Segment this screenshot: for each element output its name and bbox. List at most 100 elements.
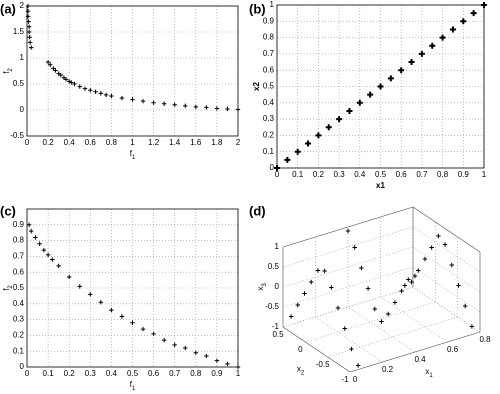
point [109, 93, 114, 99]
y-tick-label: 0.6 [263, 65, 275, 74]
point [449, 26, 456, 33]
point [322, 268, 327, 274]
x-tick-label: 0 [353, 375, 358, 384]
y-tick-label: 0.2 [263, 131, 275, 140]
point [67, 274, 72, 280]
point [336, 116, 343, 123]
y-tick-label: 0.1 [263, 147, 275, 156]
axis-edge [282, 206, 414, 248]
point [402, 283, 408, 288]
point [29, 228, 34, 234]
x-tick-label: 0.9 [211, 369, 223, 378]
point [25, 14, 31, 19]
x-tick-label: 0.5 [127, 369, 139, 378]
point [302, 291, 307, 296]
point [392, 300, 398, 305]
y-tick-label: 1 [270, 0, 275, 9]
point [27, 40, 33, 45]
point [335, 305, 341, 311]
point [377, 83, 384, 90]
point [48, 62, 53, 67]
point [365, 286, 371, 291]
point [372, 306, 377, 312]
y-tick-label: 0.1 [13, 346, 25, 355]
point [436, 233, 441, 239]
grid-line [305, 301, 436, 343]
x-tick-label: 0 [275, 170, 280, 179]
point [140, 326, 146, 332]
point [325, 124, 332, 131]
point [88, 292, 93, 297]
point [77, 84, 82, 89]
panel-label: (d) [249, 203, 266, 218]
point [29, 45, 34, 50]
z-tick-label: -1 [272, 322, 280, 331]
point [82, 86, 88, 91]
x-tick-label: 0.7 [416, 170, 428, 179]
point [151, 100, 156, 105]
grid-line [327, 316, 458, 358]
y-axis-label: x2 [297, 365, 305, 376]
x-tick-label: 0.6 [148, 369, 160, 378]
point [315, 132, 322, 139]
point [98, 300, 104, 305]
point [416, 268, 421, 273]
point [295, 302, 301, 308]
y-tick-label: 0.7 [13, 252, 25, 261]
x-tick-label: 0.7 [169, 369, 181, 378]
y-tick-label: 0.4 [263, 98, 275, 107]
point [109, 307, 114, 313]
x-tick-label: 0.4 [414, 355, 426, 364]
point [98, 91, 104, 96]
y-tick-label: 0.3 [13, 315, 25, 324]
y-tick-label: 0.5 [13, 283, 25, 292]
point [161, 337, 167, 343]
y-tick-label: 2 [20, 1, 25, 10]
point [439, 34, 446, 41]
x-tick-label: 0.8 [437, 170, 449, 179]
z-tick-label: -0.5 [265, 302, 279, 311]
z-tick-label: 1 [275, 242, 280, 251]
grid-line [412, 286, 481, 333]
point [345, 228, 351, 234]
point [456, 283, 461, 288]
x-tick-label: 1.4 [169, 138, 181, 147]
point [25, 3, 31, 9]
x-axis-label: x1 [376, 181, 385, 190]
point [58, 72, 63, 78]
y-tick-label: 1.5 [13, 27, 25, 36]
point [225, 361, 230, 367]
point [409, 279, 414, 285]
y-tick-label: 0.8 [13, 236, 25, 245]
x-tick-label: 0.4 [354, 170, 366, 179]
x-tick-label: 0.4 [106, 369, 118, 378]
point [408, 59, 415, 66]
point [119, 314, 125, 319]
y-tick-label: -0.5 [316, 360, 330, 369]
point [88, 88, 93, 93]
point [26, 24, 32, 29]
x-tick-label: 0 [25, 138, 30, 147]
point [460, 18, 467, 25]
point [26, 19, 31, 24]
x-tick-label: 0.4 [64, 138, 76, 147]
point [399, 288, 404, 294]
point [119, 95, 125, 101]
y-tick-label: 0.3 [263, 114, 275, 123]
plot-frame [276, 4, 485, 169]
point [469, 324, 475, 329]
point [225, 106, 230, 112]
point [214, 106, 220, 111]
point [130, 320, 135, 325]
point [33, 235, 38, 240]
point [26, 29, 32, 35]
point [51, 66, 56, 71]
y-tick-label: 0.7 [263, 49, 275, 58]
y-tick-label: 0.4 [13, 299, 25, 308]
y-axis-label: x2 [252, 82, 261, 91]
y-axis-label: f2 [2, 68, 13, 74]
x-tick-label: 0.6 [396, 170, 408, 179]
point [349, 346, 354, 352]
y-tick-label: 1 [20, 53, 25, 62]
